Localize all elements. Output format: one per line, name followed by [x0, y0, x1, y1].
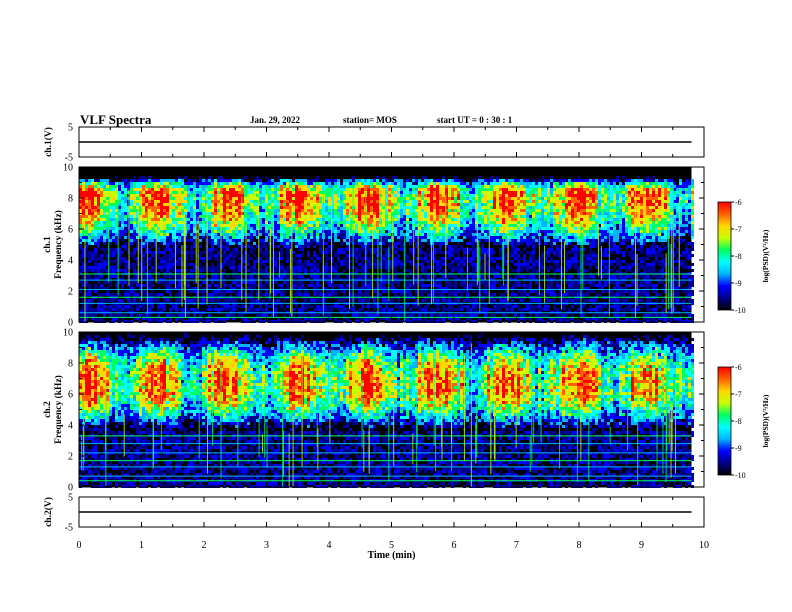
y-axis-label: Frequency (kHz) — [53, 210, 64, 279]
colorbar-tick-label: -9 — [735, 444, 742, 453]
start-ut-label: start UT = 0 : 30 : 1 — [437, 115, 513, 125]
y-axis-label: ch.1 — [43, 236, 53, 253]
y-tick-label: 6 — [68, 390, 73, 401]
colorbar-tick-label: -9 — [735, 279, 742, 288]
y-tick-label: 8 — [68, 194, 73, 205]
y-tick-label: -5 — [65, 523, 73, 534]
colorbar-label: log(PSD)(V²/Hz) — [761, 394, 770, 447]
y-tick-label: 4 — [68, 256, 73, 267]
colorbar-tick-label: -7 — [735, 390, 742, 399]
y-tick-label: -5 — [65, 153, 73, 164]
colorbar-tick-label: -10 — [735, 306, 746, 315]
y-axis-label: ch.1(V) — [43, 127, 54, 157]
x-tick-label: 1 — [139, 540, 144, 551]
colorbar-tick-label: -10 — [735, 471, 746, 480]
chart-title: VLF Spectra — [80, 112, 152, 127]
ch2-spectrogram-panel — [79, 332, 694, 488]
ch1-spectrogram-panel — [79, 167, 694, 323]
colorbar-tick-label: -7 — [735, 225, 742, 234]
y-axis-label: ch.2(V) — [43, 497, 54, 527]
y-axis-label: Frequency (kHz) — [53, 375, 64, 444]
x-axis-label: Time (min) — [368, 550, 416, 561]
y-tick-label: 4 — [68, 421, 73, 432]
colorbar-tick-label: -6 — [735, 198, 742, 207]
y-tick-label: 5 — [68, 493, 73, 504]
colorbar-label: log(PSD)(V²/Hz) — [761, 229, 770, 282]
y-tick-label: 10 — [63, 328, 73, 339]
y-tick-label: 10 — [63, 163, 73, 174]
colorbar-tick-label: -6 — [735, 363, 742, 372]
station-label: station= MOS — [343, 115, 397, 125]
y-tick-label: 6 — [68, 225, 73, 236]
y-tick-label: 5 — [68, 123, 73, 134]
colorbar-tick-label: -8 — [735, 417, 742, 426]
x-tick-label: 8 — [577, 540, 582, 551]
date-label: Jan. 29, 2022 — [250, 115, 301, 125]
colorbar-tick-label: -8 — [735, 252, 742, 261]
x-tick-label: 2 — [202, 540, 207, 551]
x-tick-label: 0 — [77, 540, 82, 551]
x-tick-label: 9 — [639, 540, 644, 551]
x-tick-label: 7 — [514, 540, 519, 551]
y-tick-label: 2 — [68, 287, 73, 298]
y-tick-label: 2 — [68, 452, 73, 463]
colorbar — [717, 201, 732, 311]
colorbar — [717, 366, 732, 476]
x-tick-label: 4 — [327, 540, 332, 551]
x-tick-label: 3 — [264, 540, 269, 551]
y-tick-label: 0 — [68, 483, 73, 494]
x-tick-label: 5 — [389, 540, 394, 551]
y-axis-label: ch.2 — [43, 401, 53, 418]
y-tick-label: 0 — [68, 318, 73, 329]
y-tick-label: 8 — [68, 359, 73, 370]
x-tick-label: 6 — [452, 540, 457, 551]
x-tick-label: 10 — [699, 540, 709, 551]
